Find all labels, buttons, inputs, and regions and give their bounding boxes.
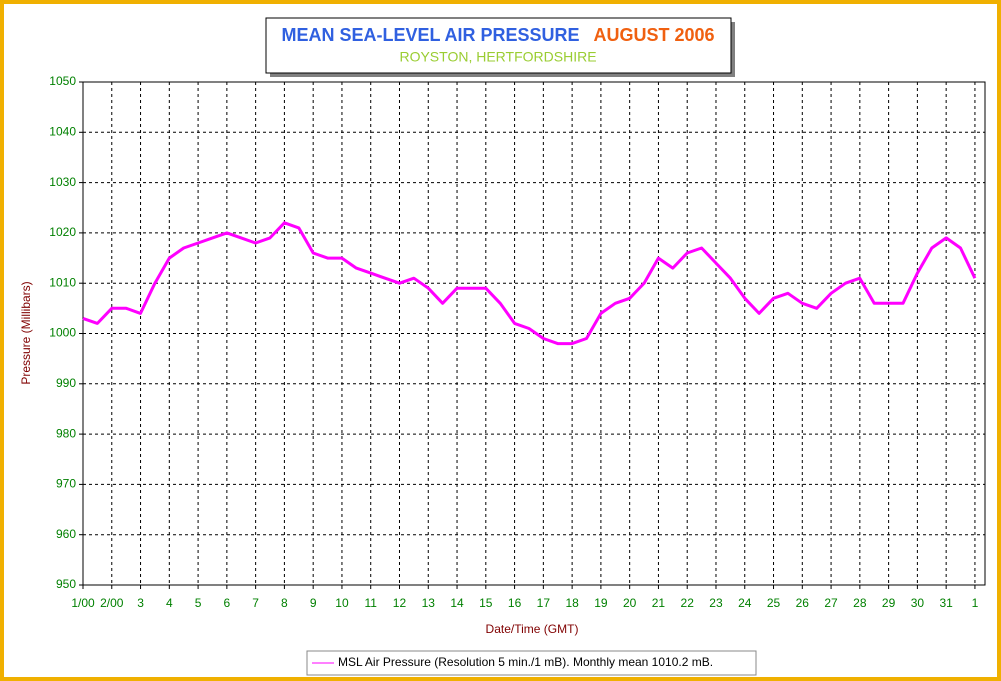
x-tick-label: 30 xyxy=(911,596,925,610)
x-tick-label: 7 xyxy=(252,596,259,610)
title: MEAN SEA-LEVEL AIR PRESSURE AUGUST 2006 xyxy=(281,25,714,45)
y-tick-label: 960 xyxy=(56,527,76,541)
x-tick-label: 5 xyxy=(195,596,202,610)
y-tick-label: 1020 xyxy=(49,225,76,239)
x-tick-label: 10 xyxy=(335,596,349,610)
x-tick-label: 1 xyxy=(972,596,979,610)
title-main: MEAN SEA-LEVEL AIR PRESSURE xyxy=(281,25,579,45)
x-tick-label: 4 xyxy=(166,596,173,610)
x-tick-label: 9 xyxy=(310,596,317,610)
y-tick-label: 1010 xyxy=(49,275,76,289)
x-tick-label: 16 xyxy=(508,596,522,610)
y-tick-label: 1000 xyxy=(49,326,76,340)
x-tick-label: 11 xyxy=(364,596,377,610)
x-tick-label: 26 xyxy=(796,596,810,610)
subtitle: ROYSTON, HERTFORDSHIRE xyxy=(399,49,596,65)
x-tick-label: 17 xyxy=(537,596,551,610)
x-tick-label: 12 xyxy=(393,596,407,610)
x-tick-label: 19 xyxy=(594,596,608,610)
title-box xyxy=(265,17,732,74)
y-axis-label: Pressure (Millibars) xyxy=(19,281,33,384)
x-tick-label: 1/00 xyxy=(71,596,95,610)
y-tick-label: 1030 xyxy=(49,175,76,189)
x-tick-label: 25 xyxy=(767,596,781,610)
y-tick-label: 1040 xyxy=(49,124,76,138)
x-tick-label: 28 xyxy=(853,596,867,610)
y-tick-label: 950 xyxy=(56,577,76,591)
x-tick-label: 31 xyxy=(939,596,953,610)
pressure-line xyxy=(82,221,977,346)
plot-border xyxy=(82,81,986,586)
y-tick-label: 970 xyxy=(56,477,76,491)
x-axis-label: Date/Time (GMT) xyxy=(486,622,579,636)
x-tick-label: 22 xyxy=(681,596,695,610)
x-tick-label: 15 xyxy=(479,596,493,610)
x-tick-label: 18 xyxy=(565,596,579,610)
y-tick-label: 990 xyxy=(56,376,76,390)
y-tick-label: 980 xyxy=(56,426,76,440)
x-tick-label: 14 xyxy=(450,596,464,610)
y-tick-label: 1050 xyxy=(49,74,76,88)
x-tick-label: 23 xyxy=(709,596,723,610)
x-tick-label: 29 xyxy=(882,596,896,610)
x-tick-label: 24 xyxy=(738,596,752,610)
x-tick-label: 3 xyxy=(137,596,144,610)
x-tick-label: 2/00 xyxy=(100,596,124,610)
x-tick-label: 13 xyxy=(422,596,436,610)
x-tick-label: 21 xyxy=(652,596,666,610)
x-tick-label: 8 xyxy=(281,596,288,610)
x-tick-label: 27 xyxy=(824,596,838,610)
legend-label: MSL Air Pressure (Resolution 5 min./1 mB… xyxy=(338,655,713,669)
x-tick-label: 6 xyxy=(224,596,231,610)
title-period: AUGUST 2006 xyxy=(594,25,715,45)
x-tick-label: 20 xyxy=(623,596,637,610)
legend-box xyxy=(306,650,757,676)
